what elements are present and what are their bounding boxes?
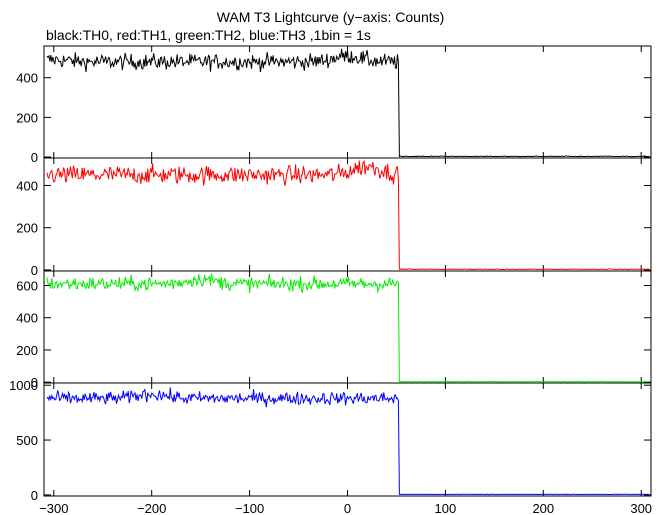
- chart-title: WAM T3 Lightcurve (y−axis: Counts): [216, 9, 445, 25]
- series-line-th2: [46, 273, 650, 383]
- xtick-label-0: −300: [39, 501, 68, 515]
- xtick-label-5: 200: [532, 501, 554, 515]
- ytick-label-th1-1: 200: [16, 221, 38, 236]
- ytick-label-th3-0: 0: [31, 488, 38, 503]
- series-line-th3: [46, 387, 650, 495]
- xtick-label-2: −100: [235, 501, 264, 515]
- series-line-th0: [46, 48, 650, 158]
- ytick-label-th3-2: 1000: [9, 378, 38, 393]
- ytick-label-th2-2: 400: [16, 311, 38, 326]
- xtick-label-1: −200: [137, 501, 166, 515]
- xtick-label-6: 300: [630, 501, 652, 515]
- xtick-label-3: 0: [344, 501, 351, 515]
- ytick-label-th0-2: 400: [16, 71, 38, 86]
- ytick-label-th2-0: 0: [31, 375, 38, 390]
- ytick-label-th2-1: 200: [16, 343, 38, 358]
- panel-frame-th3: [43, 382, 652, 497]
- ytick-label-th2-3: 600: [16, 279, 38, 294]
- chart-subtitle: black:TH0, red:TH1, green:TH2, blue:TH3 …: [46, 27, 371, 43]
- ytick-label-th0-1: 200: [16, 110, 38, 125]
- ytick-label-th1-0: 0: [31, 263, 38, 278]
- series-line-th1: [46, 160, 650, 271]
- ytick-label-th3-1: 500: [16, 433, 38, 448]
- ytick-label-th0-0: 0: [31, 150, 38, 165]
- ytick-label-th1-2: 400: [16, 178, 38, 193]
- xtick-label-4: 100: [435, 501, 457, 515]
